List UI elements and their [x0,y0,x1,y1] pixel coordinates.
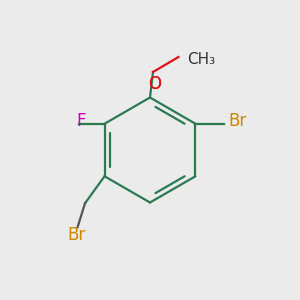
Text: Br: Br [68,226,85,244]
Text: CH₃: CH₃ [188,52,216,68]
Text: O: O [148,75,161,93]
Text: F: F [76,112,86,130]
Text: Br: Br [228,112,246,130]
Text: O: O [148,75,161,93]
